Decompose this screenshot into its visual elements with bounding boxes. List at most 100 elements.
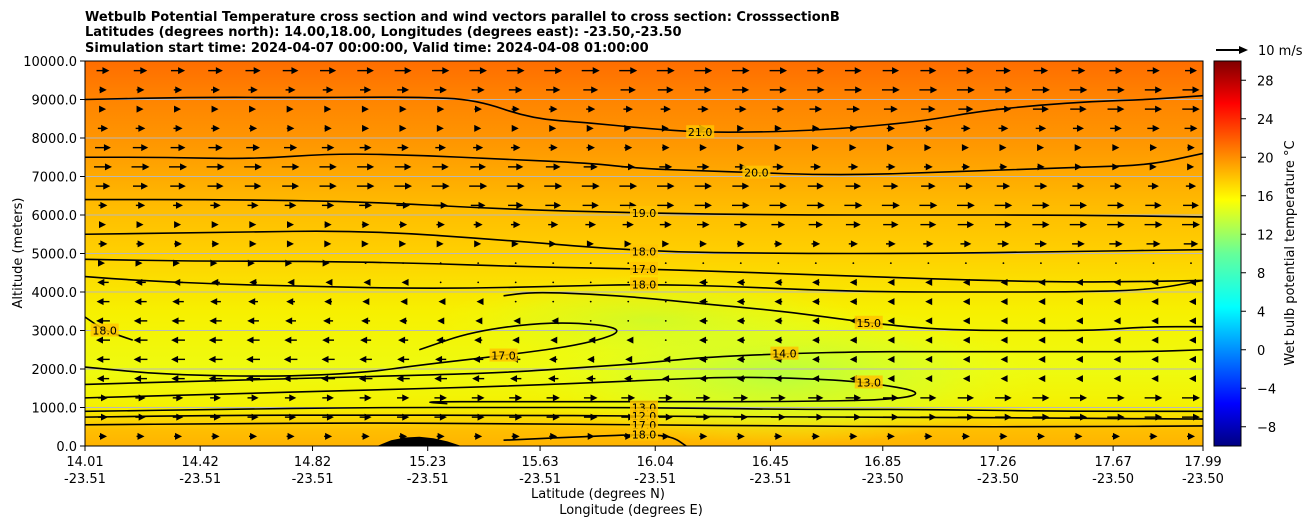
wind-vector bbox=[994, 201, 1013, 209]
wind-vector bbox=[475, 317, 483, 325]
wind-vector bbox=[958, 67, 974, 75]
wind-vector bbox=[849, 298, 857, 306]
wind-vector bbox=[1075, 375, 1083, 383]
wind-vector bbox=[664, 300, 667, 303]
wind-vector bbox=[359, 86, 372, 94]
wind-vector bbox=[699, 317, 708, 325]
wind-vector bbox=[396, 375, 410, 383]
wind-vector bbox=[806, 201, 825, 209]
wind-vector bbox=[585, 221, 597, 229]
wind-vector bbox=[657, 201, 675, 209]
wind-vector bbox=[625, 355, 633, 363]
wind-vector bbox=[399, 240, 407, 248]
y-tick-label: 0.0 bbox=[56, 440, 77, 455]
wind-vector bbox=[472, 375, 485, 383]
wind-vector bbox=[361, 317, 371, 325]
wind-vector bbox=[1032, 413, 1050, 421]
wind-vector bbox=[210, 298, 221, 306]
wind-vector bbox=[362, 298, 370, 306]
x-tick-label-lon: -23.51 bbox=[64, 472, 106, 487]
wind-vector bbox=[694, 182, 712, 190]
wind-vector bbox=[477, 281, 480, 284]
wind-vector bbox=[995, 394, 1012, 402]
wind-vector bbox=[999, 144, 1007, 152]
wind-vector bbox=[323, 317, 334, 325]
wind-vector bbox=[508, 163, 524, 171]
contour-label-bg bbox=[630, 427, 658, 441]
wind-vector bbox=[398, 336, 409, 344]
wind-vector bbox=[211, 240, 220, 248]
x-tick-label-lon: -23.51 bbox=[179, 472, 221, 487]
wind-vector bbox=[1032, 201, 1050, 209]
wind-vector bbox=[359, 394, 372, 402]
wind-vector bbox=[582, 201, 599, 209]
wind-vector bbox=[583, 86, 599, 94]
wind-vector bbox=[136, 221, 144, 229]
wind-vectors bbox=[94, 67, 1200, 440]
wind-vector bbox=[286, 240, 294, 248]
wind-vector bbox=[436, 240, 444, 248]
wind-vector bbox=[996, 182, 1011, 190]
wind-vector bbox=[432, 163, 449, 171]
wind-vector bbox=[170, 144, 186, 152]
wind-vector bbox=[436, 432, 445, 440]
x-axis: 14.01 -23.51 14.42 -23.51 14.82 -23.51 15.23 -2… bbox=[64, 446, 1224, 487]
wind-vector bbox=[1038, 336, 1046, 344]
wind-vector bbox=[97, 278, 109, 286]
wind-vector bbox=[1072, 240, 1085, 248]
contour-label: 18.0 bbox=[632, 246, 657, 259]
wind-vector bbox=[286, 124, 295, 132]
wind-vector bbox=[807, 182, 824, 190]
wind-vector bbox=[699, 432, 708, 440]
wind-vector bbox=[548, 144, 558, 152]
wind-vector bbox=[623, 105, 634, 113]
wind-vector bbox=[961, 144, 969, 152]
contour-line bbox=[503, 434, 687, 446]
wind-vector bbox=[581, 67, 600, 75]
x-tick-label-lat: 15.23 bbox=[409, 455, 446, 470]
wind-vector bbox=[1000, 375, 1008, 383]
wind-vector bbox=[171, 317, 185, 325]
wind-vector bbox=[659, 163, 673, 171]
wind-vector bbox=[921, 105, 936, 113]
wind-vector bbox=[807, 86, 825, 94]
wind-vector bbox=[1151, 298, 1159, 306]
contour-line bbox=[85, 198, 1203, 218]
x-tick-label-lat: 17.26 bbox=[979, 455, 1016, 470]
wind-vector bbox=[581, 182, 600, 190]
wind-vector bbox=[586, 124, 594, 132]
wind-vector bbox=[249, 105, 257, 113]
wind-vector bbox=[1151, 336, 1159, 344]
wind-vector bbox=[96, 375, 110, 383]
contour-line bbox=[85, 414, 1203, 420]
contour-label-bg bbox=[686, 125, 715, 139]
wind-vector bbox=[99, 86, 107, 94]
wind-vector bbox=[923, 163, 933, 171]
wind-vector bbox=[1072, 124, 1084, 132]
wind-vector bbox=[321, 375, 336, 383]
wind-vector bbox=[549, 355, 558, 363]
wind-vector bbox=[245, 67, 261, 75]
wind-vector bbox=[812, 317, 820, 325]
wind-vector bbox=[94, 163, 112, 171]
wind-vector bbox=[995, 67, 1011, 75]
wind-vector bbox=[286, 432, 295, 440]
wind-vector bbox=[662, 240, 670, 248]
contour-label: 18.0 bbox=[632, 428, 657, 441]
wind-vector bbox=[469, 67, 487, 75]
wind-vector bbox=[1077, 262, 1080, 265]
wind-vector bbox=[325, 278, 333, 286]
wind-vector bbox=[1075, 317, 1083, 325]
wind-vector bbox=[249, 432, 258, 440]
wind-vector bbox=[1109, 67, 1123, 75]
x-tick-label-lon: -23.51 bbox=[407, 472, 449, 487]
wind-vector bbox=[324, 432, 333, 440]
wind-vector bbox=[845, 182, 862, 190]
wind-vector bbox=[211, 432, 220, 440]
wind-vector bbox=[285, 317, 297, 325]
wind-vector bbox=[622, 221, 634, 229]
wind-vector bbox=[169, 163, 188, 171]
wind-vector bbox=[1032, 394, 1050, 402]
wind-vector bbox=[887, 336, 895, 344]
wind-vector bbox=[552, 262, 555, 265]
